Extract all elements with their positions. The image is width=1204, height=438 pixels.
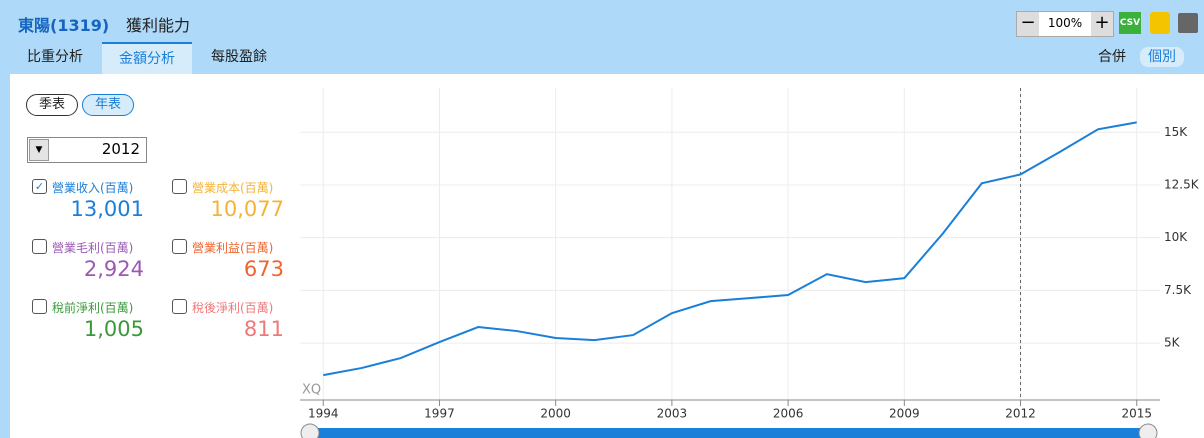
checkbox[interactable] <box>172 239 187 254</box>
x-tick-label: 2015 <box>1121 407 1152 421</box>
period-button[interactable]: 年表 <box>82 94 134 116</box>
checkbox[interactable] <box>32 239 47 254</box>
y-tick-label: 7.5K <box>1164 283 1192 297</box>
scope-button[interactable]: 合併 <box>1098 49 1126 65</box>
metric-value: 673 <box>243 257 284 281</box>
checkbox[interactable]: ✓ <box>32 179 47 194</box>
x-tick-label: 2000 <box>540 407 571 421</box>
lock-button[interactable] <box>1150 12 1170 34</box>
metric-label: 營業利益(百萬) <box>192 241 274 255</box>
period-button[interactable]: 季表 <box>26 94 78 116</box>
zoom-level: 100% <box>1047 16 1083 30</box>
metric-label: 營業成本(百萬) <box>192 181 274 195</box>
metric-value: 811 <box>243 317 284 341</box>
y-tick-label: 5K <box>1164 336 1181 350</box>
checkbox[interactable] <box>172 299 187 314</box>
x-tick-label: 2009 <box>889 407 920 421</box>
metric-value: 10,077 <box>210 197 284 221</box>
scroll-right[interactable] <box>1138 423 1158 438</box>
scope-button[interactable]: 個別 <box>1140 47 1184 67</box>
checkbox[interactable] <box>32 299 47 314</box>
metric-label: 稅後淨利(百萬) <box>192 301 274 315</box>
zoom-box: − 100% + <box>1016 11 1114 37</box>
scroll-left[interactable] <box>300 423 320 438</box>
y-tick-label: 15K <box>1164 125 1188 139</box>
y-tick-label: 10K <box>1164 230 1188 244</box>
tab[interactable]: 金額分析 <box>102 42 192 74</box>
print-button[interactable] <box>1178 13 1198 33</box>
metric-value: 1,005 <box>83 317 144 341</box>
zoom-in[interactable]: + <box>1091 12 1113 36</box>
metric-label: 營業毛利(百萬) <box>52 241 134 255</box>
page-title: 獲利能力 <box>126 16 191 35</box>
tab[interactable]: 每股盈餘 <box>211 49 267 65</box>
x-tick-label: 2003 <box>657 407 688 421</box>
metric-value: 13,001 <box>70 197 144 221</box>
tab[interactable]: 比重分析 <box>27 49 83 65</box>
scrollbar-track <box>310 428 1150 438</box>
data-line <box>323 121 1137 377</box>
checkbox[interactable] <box>172 179 187 194</box>
x-tick-label: 1997 <box>424 407 455 421</box>
csv-button[interactable]: CSV <box>1119 12 1141 34</box>
panel <box>10 74 1204 438</box>
stock-name: 東陽(1319) <box>18 16 110 35</box>
selected-year: 2012 <box>101 140 140 158</box>
x-tick-label: 1994 <box>308 407 339 421</box>
metric-label: 營業收入(百萬) <box>52 181 134 195</box>
dropdown-arrow[interactable]: ▼ <box>29 139 49 161</box>
x-tick-label: 2006 <box>773 407 804 421</box>
x-tick-label: 2012 <box>1005 407 1036 421</box>
zoom-out[interactable]: − <box>1017 12 1039 36</box>
metric-label: 稅前淨利(百萬) <box>52 301 134 315</box>
watermark: XQ <box>302 383 321 398</box>
y-tick-label: 12.5K <box>1164 177 1200 191</box>
metric-value: 2,924 <box>83 257 144 281</box>
